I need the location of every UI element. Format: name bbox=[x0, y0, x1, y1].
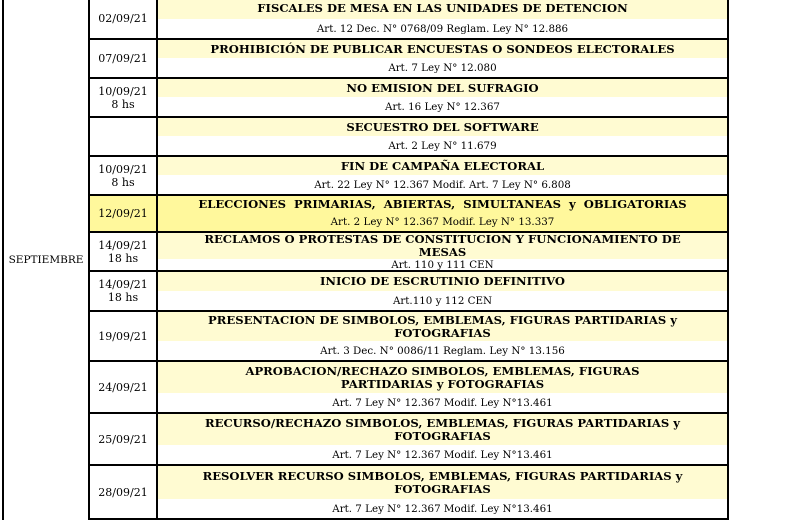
date-value: 02/09/21 bbox=[98, 11, 148, 25]
date-cell: 10/09/21 8 hs bbox=[90, 157, 158, 194]
date-cell: 14/09/21 18 hs bbox=[90, 233, 158, 270]
legal-reference: Art. 7 Ley N° 12.367 Modif. Ley N°13.461 bbox=[332, 396, 553, 409]
event-title: RECURSO/RECHAZO SIMBOLOS, EMBLEMAS, FIGU… bbox=[158, 414, 727, 445]
table-row: 14/09/21 18 hs INICIO DE ESCRUTINIO DEFINI… bbox=[90, 272, 727, 312]
event-cell: FIN DE CAMPAÑA ELECTORAL Art. 22 Ley N° 1… bbox=[158, 157, 727, 194]
time-value: 18 hs bbox=[107, 251, 139, 265]
event-title: RECLAMOS O PROTESTAS DE CONSTITUCION Y F… bbox=[158, 233, 727, 259]
event-cell: ELECCIONES PRIMARIAS, ABIERTAS, SIMULTAN… bbox=[158, 196, 727, 231]
event-title: RESOLVER RECURSO SIMBOLOS, EMBLEMAS, FIG… bbox=[158, 466, 727, 499]
legal-reference: Art. 7 Ley N° 12.080 bbox=[388, 61, 497, 74]
date-value: 14/09/21 bbox=[98, 278, 148, 291]
event-title: PRESENTACION DE SIMBOLOS, EMBLEMAS, FIGU… bbox=[158, 312, 727, 341]
event-title: APROBACION/RECHAZO SIMBOLOS, EMBLEMAS, F… bbox=[158, 362, 727, 393]
date-cell: 12/09/21 bbox=[90, 196, 158, 231]
month-cell: SEPTIEMBRE bbox=[4, 0, 90, 520]
date-value: 24/09/21 bbox=[98, 380, 148, 394]
table-row: 02/09/21 FISCALES DE MESA EN LAS UNIDADES… bbox=[90, 0, 727, 40]
event-cell: SECUESTRO DEL SOFTWARE Art. 2 Ley N° 11.6… bbox=[158, 118, 727, 155]
event-cell: INICIO DE ESCRUTINIO DEFINITIVO Art.110 y… bbox=[158, 272, 727, 310]
date-cell: 14/09/21 18 hs bbox=[90, 272, 158, 310]
legal-reference: Art. 22 Ley N° 12.367 Modif. Art. 7 Ley … bbox=[314, 178, 571, 191]
event-title: FISCALES DE MESA EN LAS UNIDADES DE DETE… bbox=[158, 0, 727, 19]
date-value: 28/09/21 bbox=[98, 485, 148, 499]
date-value: 10/09/21 bbox=[98, 84, 148, 98]
date-cell: 07/09/21 bbox=[90, 40, 158, 77]
calendar-table: SEPTIEMBRE 02/09/21 FISCALES DE MESA EN L… bbox=[2, 0, 729, 520]
table-row: 10/09/21 8 hs FIN DE CAMPAÑA ELECTORAL Art.… bbox=[90, 157, 727, 196]
table-row: 12/09/21 ELECCIONES PRIMARIAS, ABIERTAS, … bbox=[90, 196, 727, 233]
event-cell: RECURSO/RECHAZO SIMBOLOS, EMBLEMAS, FIGU… bbox=[158, 414, 727, 464]
event-title: NO EMISION DEL SUFRAGIO bbox=[158, 79, 727, 97]
legal-reference: Art. 7 Ley N° 12.367 Modif. Ley N°13.461 bbox=[332, 502, 553, 515]
date-cell: 02/09/21 bbox=[90, 0, 158, 38]
event-title: ELECCIONES PRIMARIAS, ABIERTAS, SIMULTAN… bbox=[158, 196, 727, 212]
legal-reference: Art. 16 Ley N° 12.367 bbox=[385, 100, 500, 113]
time-value: 18 hs bbox=[107, 291, 139, 304]
table-row: 19/09/21 PRESENTACION DE SIMBOLOS, EMBLEM… bbox=[90, 312, 727, 362]
event-cell: FISCALES DE MESA EN LAS UNIDADES DE DETE… bbox=[158, 0, 727, 38]
time-value: 8 hs bbox=[111, 97, 135, 111]
legal-reference: Art. 2 Ley N° 11.679 bbox=[388, 139, 497, 152]
table-row: 14/09/21 18 hs RECLAMOS O PROTESTAS DE CON… bbox=[90, 233, 727, 272]
event-cell: APROBACION/RECHAZO SIMBOLOS, EMBLEMAS, F… bbox=[158, 362, 727, 412]
date-cell: 25/09/21 bbox=[90, 414, 158, 464]
date-value: 12/09/21 bbox=[98, 207, 148, 220]
event-cell: RECLAMOS O PROTESTAS DE CONSTITUCION Y F… bbox=[158, 233, 727, 271]
legal-reference: Art.110 y 112 CEN bbox=[392, 294, 493, 307]
table-row: 10/09/21 8 hs NO EMISION DEL SUFRAGIO Art. … bbox=[90, 79, 727, 118]
date-cell: 10/09/21 8 hs bbox=[90, 79, 158, 116]
event-title: FIN DE CAMPAÑA ELECTORAL bbox=[158, 157, 727, 175]
time-value: 8 hs bbox=[111, 175, 135, 189]
table-row: SECUESTRO DEL SOFTWARE Art. 2 Ley N° 11.6… bbox=[90, 118, 727, 157]
table-row: 24/09/21 APROBACION/RECHAZO SIMBOLOS, EMB… bbox=[90, 362, 727, 414]
date-value: 14/09/21 bbox=[98, 238, 148, 252]
date-cell: 28/09/21 bbox=[90, 466, 158, 518]
date-cell: 19/09/21 bbox=[90, 312, 158, 360]
table-row: 07/09/21 PROHIBICIÓN DE PUBLICAR ENCUESTA… bbox=[90, 40, 727, 79]
date-cell bbox=[90, 118, 158, 155]
legal-reference: Art. 2 Ley N° 12.367 Modif. Ley N° 13.33… bbox=[158, 212, 727, 231]
date-cell: 24/09/21 bbox=[90, 362, 158, 412]
date-value: 19/09/21 bbox=[98, 329, 148, 343]
table-row: 28/09/21 RESOLVER RECURSO SIMBOLOS, EMBLE… bbox=[90, 466, 727, 520]
legal-reference: Art. 110 y 111 CEN bbox=[391, 259, 494, 271]
event-cell: PRESENTACION DE SIMBOLOS, EMBLEMAS, FIGU… bbox=[158, 312, 727, 360]
legal-reference: Art. 12 Dec. N° 0768/09 Reglam. Ley N° 1… bbox=[316, 22, 569, 35]
event-cell: PROHIBICIÓN DE PUBLICAR ENCUESTAS O SOND… bbox=[158, 40, 727, 77]
event-cell: NO EMISION DEL SUFRAGIO Art. 16 Ley N° 12… bbox=[158, 79, 727, 116]
event-title: PROHIBICIÓN DE PUBLICAR ENCUESTAS O SOND… bbox=[158, 40, 727, 58]
event-title: INICIO DE ESCRUTINIO DEFINITIVO bbox=[158, 272, 727, 291]
legal-reference: Art. 7 Ley N° 12.367 Modif. Ley N°13.461 bbox=[332, 448, 553, 461]
date-value: 25/09/21 bbox=[98, 432, 148, 446]
event-cell: RESOLVER RECURSO SIMBOLOS, EMBLEMAS, FIG… bbox=[158, 466, 727, 518]
date-value: 10/09/21 bbox=[98, 162, 148, 176]
table-row: 25/09/21 RECURSO/RECHAZO SIMBOLOS, EMBLEM… bbox=[90, 414, 727, 466]
legal-reference: Art. 3 Dec. N° 0086/11 Reglam. Ley N° 13… bbox=[320, 344, 565, 357]
event-title: SECUESTRO DEL SOFTWARE bbox=[158, 118, 727, 136]
date-value: 07/09/21 bbox=[98, 52, 148, 65]
